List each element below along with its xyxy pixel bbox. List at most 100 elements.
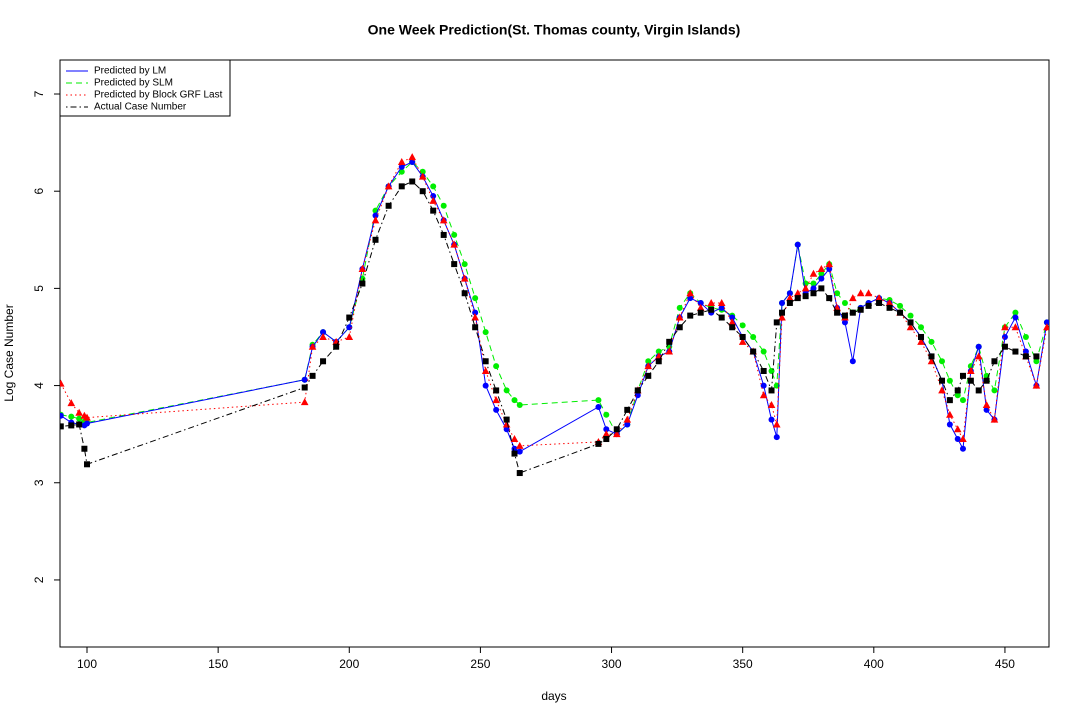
point xyxy=(886,304,893,311)
point xyxy=(603,426,610,433)
x-tick-label: 100 xyxy=(77,657,97,671)
legend-label: Predicted by SLM xyxy=(94,78,173,89)
point xyxy=(779,299,786,306)
point xyxy=(1022,353,1029,360)
point xyxy=(510,435,519,443)
point xyxy=(717,298,726,306)
legend-box xyxy=(59,59,231,117)
point xyxy=(697,309,704,316)
point xyxy=(1011,323,1020,331)
point xyxy=(84,461,91,468)
point xyxy=(358,264,367,272)
point xyxy=(60,379,65,387)
y-tick-label: 3 xyxy=(32,479,46,486)
point xyxy=(612,430,621,438)
point xyxy=(946,397,953,404)
point xyxy=(603,436,610,443)
plot-area xyxy=(60,153,1049,477)
point xyxy=(472,309,479,316)
point xyxy=(907,319,914,326)
point xyxy=(1033,358,1040,365)
point xyxy=(768,387,775,394)
point xyxy=(482,358,489,365)
point xyxy=(687,312,694,319)
point xyxy=(309,372,316,379)
point xyxy=(67,399,76,407)
point xyxy=(802,293,809,300)
point xyxy=(460,274,469,282)
point xyxy=(398,183,405,190)
point xyxy=(418,172,427,180)
x-tick-label: 450 xyxy=(995,657,1015,671)
point xyxy=(665,347,674,355)
point xyxy=(686,289,695,297)
point xyxy=(333,343,340,350)
point xyxy=(623,415,632,423)
point xyxy=(461,261,468,268)
point xyxy=(786,294,794,302)
point xyxy=(983,377,990,384)
point xyxy=(825,260,834,268)
point xyxy=(451,231,458,238)
point xyxy=(472,324,479,331)
point xyxy=(810,285,817,292)
point xyxy=(511,445,518,452)
point xyxy=(954,392,961,399)
legend-label: Predicted by LM xyxy=(94,66,166,77)
series-line xyxy=(60,161,1048,436)
point xyxy=(865,302,872,309)
point xyxy=(430,207,437,214)
legend-label: Predicted by Block GRF Last xyxy=(94,90,223,101)
point xyxy=(308,342,317,350)
point xyxy=(991,358,998,365)
point xyxy=(1001,333,1008,340)
point xyxy=(345,332,354,340)
point xyxy=(301,384,308,391)
y-tick-label: 7 xyxy=(32,90,46,97)
point xyxy=(595,397,602,404)
point xyxy=(959,397,966,404)
point xyxy=(1033,353,1040,360)
point xyxy=(1043,323,1049,331)
x-axis-label: days xyxy=(541,689,566,703)
x-tick-label: 350 xyxy=(733,657,753,671)
point xyxy=(849,294,857,302)
point xyxy=(384,182,393,190)
point xyxy=(398,168,405,175)
point xyxy=(301,376,308,383)
point xyxy=(773,319,780,326)
point xyxy=(779,309,786,316)
point xyxy=(974,352,983,360)
point xyxy=(786,290,793,297)
point xyxy=(60,423,64,430)
point xyxy=(834,290,841,297)
point xyxy=(841,312,848,319)
point xyxy=(372,212,379,219)
point xyxy=(471,313,479,321)
point xyxy=(68,413,75,420)
point xyxy=(76,415,83,422)
point xyxy=(818,275,825,282)
y-tick-label: 5 xyxy=(32,285,46,292)
point xyxy=(849,358,856,365)
point xyxy=(918,333,925,340)
point xyxy=(440,231,447,238)
point xyxy=(451,261,458,268)
point xyxy=(760,348,767,355)
point xyxy=(759,391,768,399)
point xyxy=(439,216,448,224)
point xyxy=(786,299,793,306)
point xyxy=(817,264,826,272)
point xyxy=(430,193,437,200)
point xyxy=(492,396,500,404)
point xyxy=(68,422,75,429)
point xyxy=(516,470,523,477)
point xyxy=(503,416,510,423)
point xyxy=(697,299,704,306)
point xyxy=(907,312,914,319)
point xyxy=(982,401,991,409)
point xyxy=(1001,323,1009,331)
point xyxy=(624,406,631,413)
